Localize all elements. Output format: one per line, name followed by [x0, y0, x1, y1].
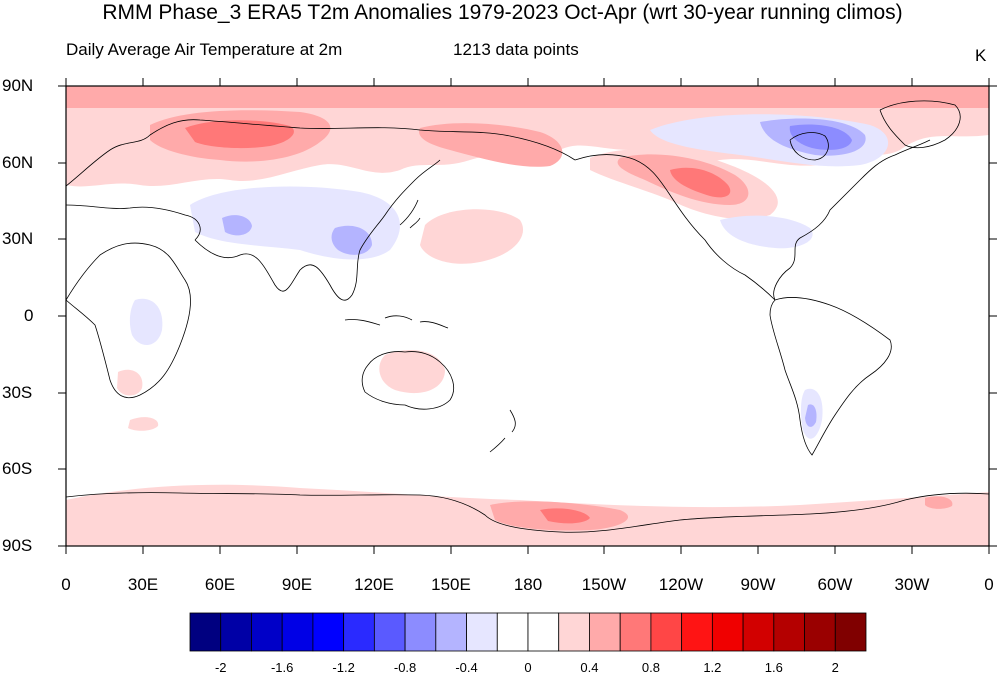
lon-label-30w: 30W	[894, 575, 930, 594]
colorbar-swatch-12	[558, 612, 590, 652]
anomaly-region-weddell	[925, 496, 953, 509]
colorbar-tick-label-8: 1.2	[703, 660, 722, 675]
lon-label-60e: 60E	[204, 575, 236, 594]
lat-label-eq: 0	[24, 306, 34, 325]
coastline-indonesia	[344, 315, 449, 329]
colorbar-swatch-13	[589, 612, 621, 652]
coastline-new-zealand	[489, 409, 516, 453]
anomaly-region-southern-africa	[117, 369, 143, 396]
colorbar-tick-label-5: 0	[524, 660, 532, 675]
coastline-south-asia	[194, 239, 353, 301]
colorbar-swatch-1	[220, 612, 252, 652]
colorbar-swatch-3	[281, 612, 314, 652]
colorbar-swatch-15	[650, 612, 683, 652]
lat-label-60s: 60S	[2, 459, 33, 478]
lon-label-60w: 60W	[817, 575, 853, 594]
coastline-eurasia-north	[66, 119, 576, 187]
lat-label-90s: 90S	[2, 536, 33, 555]
anomaly-region-australia	[379, 350, 445, 394]
anomaly-region-north-pacific	[420, 209, 524, 264]
coastlines	[66, 100, 989, 533]
coastline-east-asia	[351, 159, 441, 296]
colorbar-swatch-0	[189, 612, 222, 652]
anomaly-region-africa	[129, 298, 163, 346]
colorbar-swatch-8	[435, 612, 467, 652]
colorbar-tick-label-9: 1.6	[764, 660, 783, 675]
colorbar-tick-label-6: 0.4	[580, 660, 599, 675]
colorbar-swatch-20	[804, 612, 836, 652]
anomaly-shading	[66, 86, 989, 546]
anomaly-region-hudson-core	[789, 124, 852, 150]
anomaly-region-central-asia-core	[222, 215, 252, 236]
colorbar-swatch-10	[496, 612, 529, 652]
figure-title: RMM Phase_3 ERA5 T2m Anomalies 1979-2023…	[102, 1, 903, 24]
colorbar-swatch-16	[681, 612, 713, 652]
anomaly-region-china-core	[331, 225, 372, 255]
coastline-hudson-bay	[789, 132, 829, 161]
anomaly-region-ross-core	[540, 508, 590, 524]
colorbar-swatch-5	[343, 612, 375, 652]
anomaly-map	[58, 78, 997, 554]
lon-label-150w: 150W	[581, 575, 627, 594]
colorbar-swatch-6	[373, 612, 406, 652]
lat-label-90n: 90N	[2, 76, 34, 95]
colorbar-swatch-18	[742, 612, 775, 652]
anomaly-region-scandinavia-core	[185, 120, 294, 149]
colorbar-swatch-11	[527, 612, 560, 652]
colorbar-tick-label-1: -1.6	[270, 660, 294, 675]
lon-label-90e: 90E	[281, 575, 313, 594]
colorbar-swatch-4	[312, 612, 345, 652]
lon-label-180: 180	[513, 575, 543, 594]
colorbar	[189, 612, 867, 652]
coastline-antarctica	[66, 492, 989, 533]
anomaly-region-eastern-us	[720, 215, 813, 249]
figure-subtitle: Daily Average Air Temperature at 2m	[66, 40, 343, 59]
colorbar-swatch-14	[619, 612, 652, 652]
anomaly-region-east-siberia	[419, 123, 563, 167]
anomaly-region-patagonia-core	[805, 404, 817, 427]
coastline-australia	[361, 351, 454, 410]
axis-ticks	[58, 78, 997, 554]
colorbar-tick-label-3: -0.8	[393, 660, 417, 675]
colorbar-tick-label-10: 2	[831, 660, 839, 675]
lon-label-0: 0	[61, 575, 71, 594]
colorbar-swatch-7	[404, 612, 437, 652]
coastline-africa	[66, 242, 191, 399]
colorbar-tick-label-7: 0.8	[641, 660, 660, 675]
lon-label-30e: 30E	[127, 575, 159, 594]
anomaly-region-south-indian	[128, 417, 159, 431]
lon-label-120e: 120E	[354, 575, 394, 594]
lon-label-90w: 90W	[740, 575, 776, 594]
anomaly-region-pole	[66, 86, 989, 108]
units-label: K	[975, 46, 987, 65]
coastline-japan	[399, 199, 421, 229]
lon-label-120w: 120W	[658, 575, 704, 594]
anomaly-region-western-canada-core	[670, 167, 731, 198]
data-points-label: 1213 data points	[453, 40, 579, 59]
colorbar-tick-label-0: -2	[214, 660, 227, 675]
lon-label-150e: 150E	[431, 575, 471, 594]
colorbar-swatch-9	[466, 612, 498, 652]
coastline-north-america	[574, 139, 931, 301]
colorbar-tick-label-2: -1.2	[332, 660, 355, 675]
coastline-south-america	[769, 297, 892, 456]
colorbar-swatch-21	[834, 612, 867, 652]
colorbar-swatch-2	[251, 612, 283, 652]
lat-label-30s: 30S	[2, 383, 33, 402]
lat-label-60n: 60N	[2, 153, 34, 172]
coastline-greenland	[879, 100, 961, 149]
lon-label-0-end: 0	[984, 575, 994, 594]
colorbar-swatch-17	[711, 612, 744, 652]
coastline-europe-south	[66, 204, 201, 241]
colorbar-tick-label-4: -0.4	[455, 660, 478, 675]
colorbar-swatch-19	[773, 612, 805, 652]
lat-label-30n: 30N	[2, 229, 34, 248]
